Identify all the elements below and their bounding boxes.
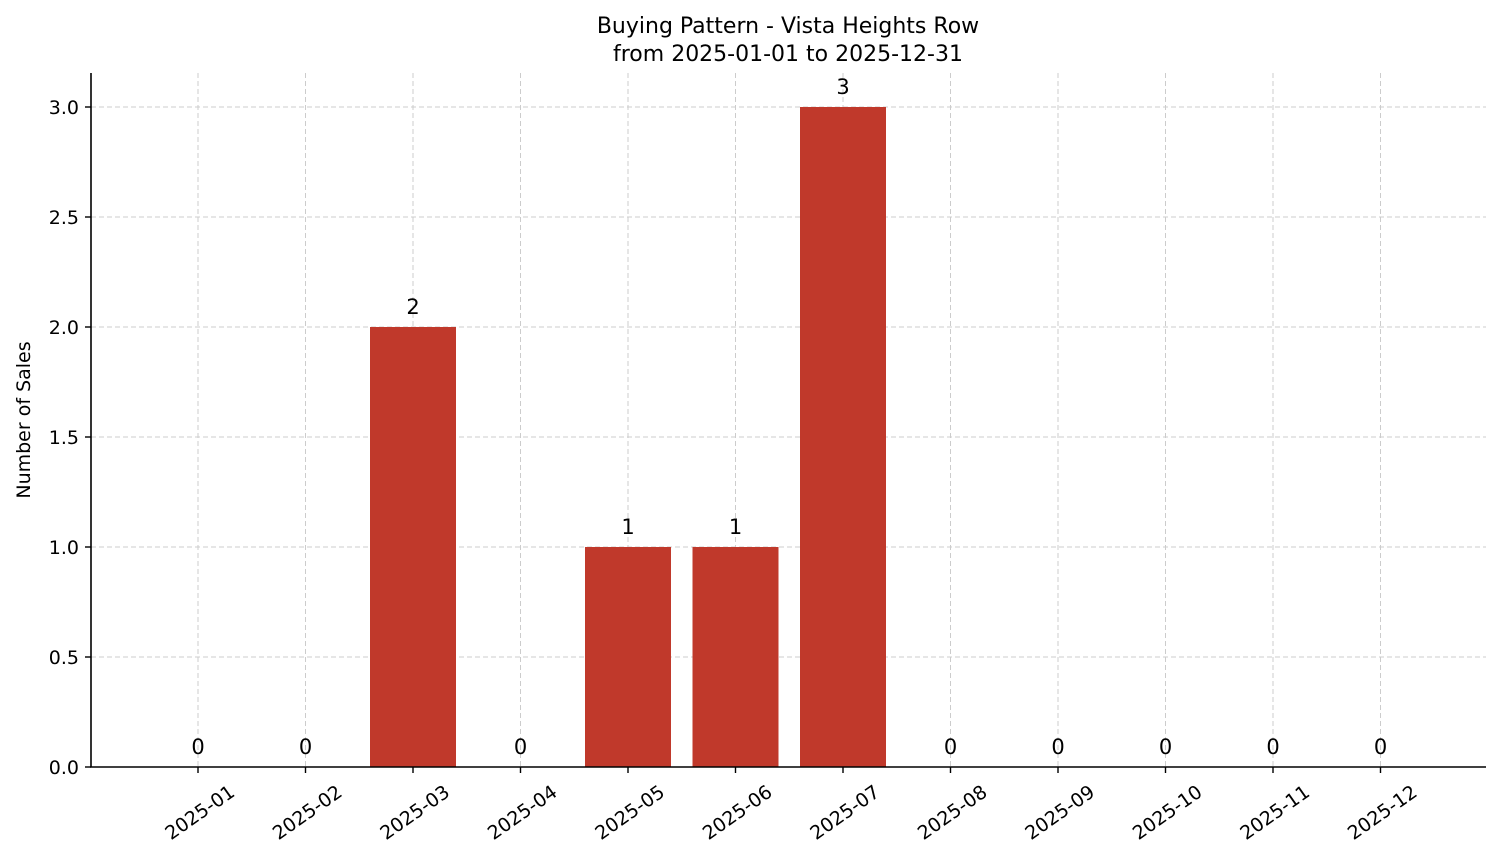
bar-value-label: 0 (191, 735, 204, 759)
bar-value-label: 0 (1266, 735, 1279, 759)
bar (370, 327, 456, 767)
bar-value-label: 1 (729, 515, 742, 539)
y-axis-label: Number of Sales (13, 341, 35, 498)
y-tick-label: 3.0 (49, 97, 79, 119)
bar-value-label: 0 (1159, 735, 1172, 759)
y-tick-label: 2.0 (49, 317, 79, 339)
x-tick-label: 2025-02 (269, 781, 347, 845)
y-tick-label: 2.5 (49, 207, 79, 229)
x-tick-label: 2025-11 (1236, 781, 1314, 845)
bar-value-label: 0 (299, 735, 312, 759)
x-tick-label: 2025-06 (699, 781, 777, 845)
x-tick-label: 2025-01 (161, 781, 239, 845)
bar-value-label: 3 (836, 75, 849, 99)
x-tick-label: 2025-12 (1344, 781, 1422, 845)
y-tick-label: 0.0 (49, 757, 79, 779)
x-tick-label: 2025-07 (806, 781, 884, 845)
data-label-layer: 0 0 2 0 1 1 3 0 0 0 0 0 (191, 75, 1387, 759)
x-tick-label: 2025-08 (914, 781, 992, 845)
y-tick-label: 1.0 (49, 537, 79, 559)
bar (800, 107, 886, 767)
y-tick-label: 0.5 (49, 647, 79, 669)
bar (585, 547, 671, 767)
bar (692, 547, 779, 767)
axis-layer (90, 73, 1486, 768)
x-tick-label: 2025-10 (1129, 781, 1207, 845)
bar-value-label: 0 (514, 735, 527, 759)
bar-value-label: 0 (944, 735, 957, 759)
x-tick-label: 2025-05 (591, 781, 669, 845)
bar-value-label: 2 (406, 295, 419, 319)
bar-layer (370, 107, 886, 767)
bar-value-label: 0 (1374, 735, 1387, 759)
bar-value-label: 0 (1051, 735, 1064, 759)
chart-title-line1: Buying Pattern - Vista Heights Row (597, 14, 979, 39)
grid-layer (91, 73, 1486, 767)
y-tick-label: 1.5 (49, 427, 79, 449)
bar-value-label: 1 (621, 515, 634, 539)
x-tick-label: 2025-09 (1021, 781, 1099, 845)
x-tick-label: 2025-03 (376, 781, 454, 845)
x-tick-label: 2025-04 (484, 781, 562, 845)
chart-title-line2: from 2025-01-01 to 2025-12-31 (613, 42, 963, 67)
